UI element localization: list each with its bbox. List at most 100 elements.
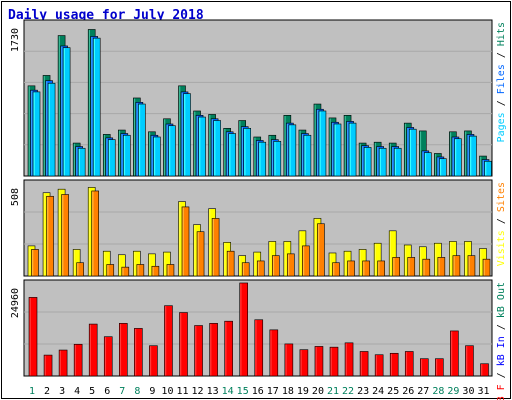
hits-files-pages-bar-highlight: [108, 140, 111, 176]
hits-files-pages-bar-highlight: [274, 141, 276, 176]
hits-files-pages-bar-highlight: [374, 142, 376, 176]
kbytes-bar-kb-f: [134, 328, 143, 377]
x-tick-label: 23: [357, 386, 369, 397]
x-tick-label: 1: [29, 386, 35, 397]
hits-files-pages-bar-highlight: [302, 134, 304, 176]
hits-files-pages-bar-highlight: [121, 134, 123, 176]
hits-files-pages-bar-highlight: [271, 140, 274, 176]
visits-sites-panel: 508 Visits / Sites: [10, 179, 507, 277]
kbytes-bar-kb-f: [28, 297, 38, 377]
visits-sites-bar-highlight: [450, 242, 452, 276]
hits-files-pages-bar-pages: [363, 147, 372, 177]
hits-files-pages-bar-highlight: [123, 135, 126, 176]
hits-files-pages-bar-pages: [258, 141, 267, 177]
kbytes-bar-highlight: [481, 364, 483, 376]
kbytes-bar-kb-f: [164, 305, 173, 377]
kbytes-bar-highlight: [44, 355, 46, 376]
hits-files-pages-bar-pages: [32, 91, 41, 177]
hits-files-pages-bar-highlight: [485, 161, 487, 176]
kbytes-bar-kb-f: [404, 351, 414, 377]
x-tick-label: 30: [462, 386, 474, 397]
visits-sites-bar-highlight: [227, 251, 229, 276]
visits-sites-bar-highlight: [378, 261, 380, 276]
kbytes-bar-kb-f: [284, 343, 294, 377]
hits-files-pages-bar-highlight: [224, 128, 226, 176]
visits-sites-bar-highlight: [423, 259, 425, 276]
hits-files-pages-bar-highlight: [389, 143, 391, 176]
hits-files-pages-bar-highlight: [437, 157, 439, 176]
hits-files-pages-bar-highlight: [332, 122, 334, 176]
x-tick-label: 2: [44, 386, 50, 397]
x-tick-label: 31: [477, 386, 489, 397]
kbytes-bar-highlight: [225, 321, 227, 376]
x-tick-label: 24: [372, 386, 384, 397]
x-tick-label: 7: [119, 386, 125, 397]
kbytes-bar-highlight: [195, 326, 197, 376]
hits-files-pages-bar-highlight: [329, 118, 331, 176]
hits-files-pages-bar-pages: [423, 152, 432, 177]
visits-sites-bar-sites: [181, 206, 190, 277]
visits-sites-bar-highlight: [118, 255, 121, 276]
visits-sites-series-label-part: /: [496, 212, 507, 230]
hits-files-pages-bar-highlight: [239, 121, 241, 176]
hits-files-pages-bar-highlight: [404, 123, 407, 176]
x-tick-label: 22: [342, 386, 354, 397]
visits-sites-bar-highlight: [483, 259, 485, 276]
x-tick-label: 29: [447, 386, 459, 397]
visits-sites-bar-highlight: [348, 261, 350, 276]
hits-files-pages-bar-highlight: [349, 123, 351, 176]
x-tick-label: 11: [176, 386, 188, 397]
chart-title: Daily usage for July 2018: [8, 8, 204, 23]
kbytes-bar-highlight: [345, 343, 347, 376]
visits-sites-bar-sites: [121, 266, 130, 277]
visits-sites-bar-highlight: [224, 242, 226, 276]
visits-sites-bar-sites: [271, 255, 280, 277]
hits-files-pages-bar-highlight: [377, 147, 379, 176]
hits-files-pages-bar-highlight: [196, 115, 198, 176]
visits-sites-bar-sites: [482, 258, 491, 277]
visits-sites-bar-sites: [362, 260, 370, 277]
kbytes-bar-kb-f: [374, 354, 384, 377]
hits-files-pages-bar-highlight: [194, 111, 196, 176]
visits-sites-bar-highlight: [287, 254, 290, 276]
hits-files-pages-bar-highlight: [43, 76, 45, 176]
hits-files-pages-bar-highlight: [241, 127, 243, 176]
hits-files-pages-bar-pages: [183, 93, 191, 177]
x-tick-label: 25: [387, 386, 399, 397]
x-tick-label: 4: [74, 386, 80, 397]
hits-files-pages-bar-pages: [439, 158, 447, 177]
visits-sites-bar-highlight: [468, 256, 470, 276]
visits-sites-bar-highlight: [103, 251, 106, 276]
hits-files-pages-bar-highlight: [409, 129, 412, 176]
hits-files-pages-bar-highlight: [181, 92, 183, 176]
visits-sites-bar-highlight: [149, 254, 151, 276]
hits-files-pages-bar-highlight: [289, 125, 291, 176]
hits-files-pages-panel: 1730 Pages / Files / Hits: [10, 19, 507, 177]
hits-files-pages-bar-pages: [123, 134, 131, 177]
kbytes-bar-highlight: [420, 359, 423, 376]
x-tick-label: 26: [402, 386, 414, 397]
hits-files-pages-bar-highlight: [379, 148, 381, 176]
kbytes-panel: 24960 kB F / kB In / kB Out: [10, 279, 507, 400]
hits-files-pages-bar-pages: [408, 128, 417, 177]
hits-files-pages-bar-highlight: [299, 130, 301, 176]
kbytes-bar-highlight: [255, 320, 257, 376]
visits-sites-bar-highlight: [374, 243, 376, 276]
kbytes-series-label-part: kB In: [496, 336, 507, 366]
hits-files-pages-bar-pages: [333, 123, 342, 177]
kbytes-bar-highlight: [360, 352, 362, 376]
kbytes-bar-highlight: [165, 306, 167, 376]
visits-sites-bar-highlight: [438, 257, 440, 276]
hits-files-pages-bar-highlight: [344, 115, 346, 176]
visits-sites-bar-highlight: [284, 242, 286, 276]
visits-sites-bar-sites: [91, 190, 99, 277]
hits-files-pages-bar-pages: [484, 160, 492, 177]
visits-sites-bar-highlight: [107, 265, 109, 276]
visits-sites-bar-sites: [196, 231, 205, 277]
hits-files-pages-bar-highlight: [169, 126, 171, 176]
visits-sites-bar-sites: [211, 218, 220, 277]
hits-files-pages-bar-pages: [138, 103, 146, 177]
x-tick-label: 9: [149, 386, 155, 397]
kbytes-bar-highlight: [240, 283, 242, 376]
kbytes-bar-kb-f: [179, 312, 188, 377]
